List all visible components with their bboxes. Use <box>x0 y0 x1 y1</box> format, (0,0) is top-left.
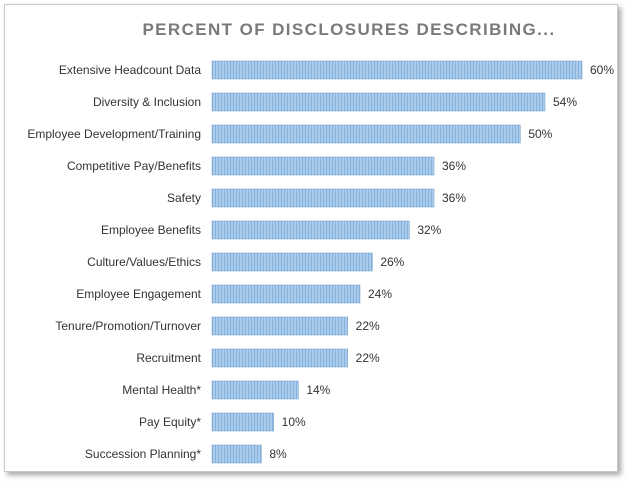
bar <box>211 92 546 112</box>
bar-chart: PERCENT OF DISCLOSURES DESCRIBING... Ext… <box>27 20 614 464</box>
category-label: Pay Equity* <box>139 415 201 429</box>
value-label: 22% <box>356 319 380 333</box>
bars-group: Extensive Headcount Data 60% Diversity & I… <box>27 60 614 464</box>
bar <box>211 60 583 80</box>
category-label: Competitive Pay/Benefits <box>67 159 201 173</box>
value-label: 50% <box>528 127 552 141</box>
bar <box>211 380 299 400</box>
category-label: Recruitment <box>136 351 201 365</box>
value-label: 54% <box>553 95 577 109</box>
category-label: Mental Health* <box>122 383 201 397</box>
category-label: Tenure/Promotion/Turnover <box>55 319 201 333</box>
value-label: 60% <box>590 63 614 77</box>
category-label: Diversity & Inclusion <box>93 95 201 109</box>
bar <box>211 284 361 304</box>
bar <box>211 188 435 208</box>
category-label: Employee Engagement <box>76 287 201 301</box>
bar <box>211 412 274 432</box>
category-label: Employee Benefits <box>101 223 201 237</box>
bar <box>211 316 348 336</box>
chart-title: PERCENT OF DISCLOSURES DESCRIBING... <box>142 20 555 39</box>
value-label: 36% <box>442 159 466 173</box>
bar <box>211 444 262 464</box>
value-label: 22% <box>356 351 380 365</box>
chart-frame: PERCENT OF DISCLOSURES DESCRIBING... Ext… <box>4 4 618 472</box>
bar <box>211 124 521 144</box>
category-label: Extensive Headcount Data <box>59 63 201 77</box>
value-label: 8% <box>269 447 287 461</box>
category-label: Safety <box>167 191 201 205</box>
value-label: 10% <box>282 415 306 429</box>
bar <box>211 348 348 368</box>
category-label: Succession Planning* <box>85 447 201 461</box>
bar <box>211 252 373 272</box>
value-label: 32% <box>417 223 441 237</box>
value-label: 36% <box>442 191 466 205</box>
value-label: 26% <box>380 255 404 269</box>
category-label: Culture/Values/Ethics <box>87 255 201 269</box>
value-label: 24% <box>368 287 392 301</box>
bar <box>211 220 410 240</box>
category-label: Employee Development/Training <box>27 127 201 141</box>
value-label: 14% <box>306 383 330 397</box>
bar <box>211 156 435 176</box>
